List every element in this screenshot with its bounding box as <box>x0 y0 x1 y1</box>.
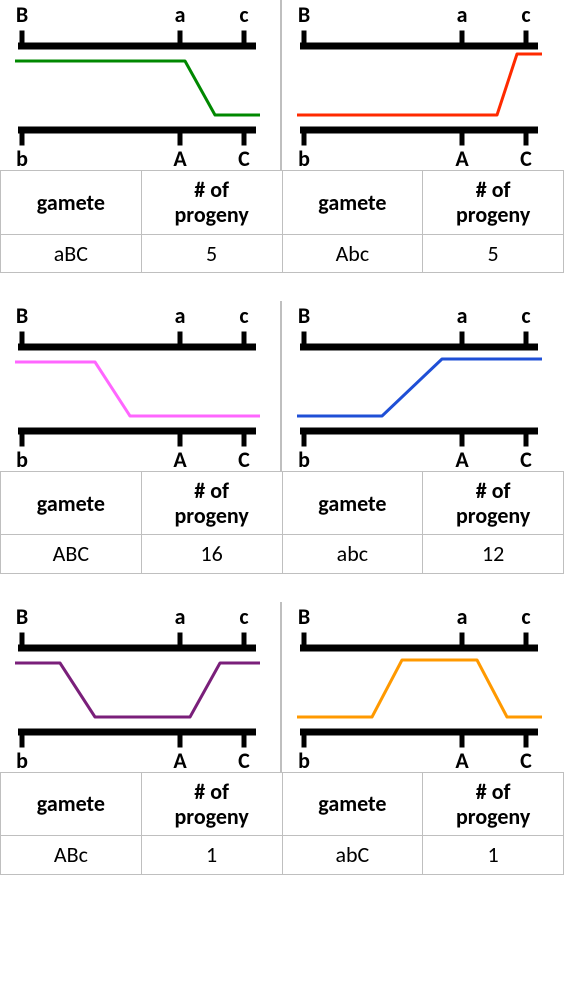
header-gamete: gamete <box>1 772 142 836</box>
locus-bottom-label: A <box>173 446 187 471</box>
header-gamete: gamete <box>282 471 423 535</box>
locus-bottom-label: C <box>238 446 250 471</box>
crossover-block: BacbACBacbACgamete# ofprogenygamete# ofp… <box>0 0 564 273</box>
diagram-left: Ba c b A C <box>0 301 282 471</box>
locus-top-label: c <box>521 1 530 28</box>
locus-bottom-label: A <box>455 446 469 471</box>
header-progeny: # ofprogeny <box>423 171 564 235</box>
diagram-left: Ba c b A C <box>0 0 282 170</box>
locus-top-label: a <box>175 603 186 630</box>
gamete-cell: ABc <box>1 836 142 874</box>
crossover-block: BacbACBacbACgamete# ofprogenygamete# ofp… <box>0 602 564 875</box>
diagram-right: Ba c b A C <box>282 301 564 471</box>
header-progeny: # ofprogeny <box>141 171 282 235</box>
header-gamete: gamete <box>282 171 423 235</box>
locus-top-label: B <box>16 1 28 28</box>
locus-bottom-label: A <box>455 145 469 170</box>
progeny-cell: 5 <box>141 234 282 272</box>
locus-bottom-label: C <box>520 747 532 772</box>
header-progeny: # ofprogeny <box>423 471 564 535</box>
locus-bottom-label: C <box>238 747 250 772</box>
gamete-cell: ABC <box>1 535 142 573</box>
locus-bottom-label: b <box>16 446 28 471</box>
locus-bottom-label: b <box>298 747 310 772</box>
locus-bottom-label: C <box>238 145 250 170</box>
locus-top-label: c <box>239 603 248 630</box>
diagram-right: Ba c b A C <box>282 602 564 772</box>
locus-top-label: B <box>298 302 310 329</box>
progeny-cell: 1 <box>423 836 564 874</box>
locus-top-label: c <box>239 1 248 28</box>
progeny-table: gamete# ofprogenygamete# ofprogenyABc1ab… <box>0 772 564 875</box>
gamete-cell: abC <box>282 836 423 874</box>
header-gamete: gamete <box>1 471 142 535</box>
gamete-cell: abc <box>282 535 423 573</box>
header-gamete: gamete <box>282 772 423 836</box>
progeny-cell: 12 <box>423 535 564 573</box>
gamete-cell: aBC <box>1 234 142 272</box>
locus-bottom-label: b <box>298 446 310 471</box>
header-progeny: # ofprogeny <box>423 772 564 836</box>
locus-bottom-label: C <box>520 446 532 471</box>
locus-top-label: a <box>457 603 468 630</box>
locus-top-label: c <box>239 302 248 329</box>
locus-bottom-label: b <box>16 145 28 170</box>
diagram-right: Ba c b A C <box>282 0 564 170</box>
locus-top-label: c <box>521 603 530 630</box>
locus-top-label: a <box>175 1 186 28</box>
progeny-table: gamete# ofprogenygamete# ofprogenyABC16a… <box>0 471 564 574</box>
diagram-left: Ba c b A C <box>0 602 282 772</box>
crossover-block: BacbACBacbACgamete# ofprogenygamete# ofp… <box>0 301 564 574</box>
locus-top-label: a <box>457 1 468 28</box>
locus-top-label: B <box>298 603 310 630</box>
gamete-cell: Abc <box>282 234 423 272</box>
locus-bottom-label: A <box>455 747 469 772</box>
locus-bottom-label: A <box>173 145 187 170</box>
locus-top-label: a <box>175 302 186 329</box>
locus-bottom-label: C <box>520 145 532 170</box>
header-gamete: gamete <box>1 171 142 235</box>
locus-bottom-label: A <box>173 747 187 772</box>
header-progeny: # ofprogeny <box>141 471 282 535</box>
progeny-table: gamete# ofprogenygamete# ofprogenyaBC5Ab… <box>0 170 564 273</box>
locus-bottom-label: b <box>16 747 28 772</box>
header-progeny: # ofprogeny <box>141 772 282 836</box>
progeny-cell: 1 <box>141 836 282 874</box>
progeny-cell: 5 <box>423 234 564 272</box>
progeny-cell: 16 <box>141 535 282 573</box>
locus-top-label: B <box>16 302 28 329</box>
locus-top-label: B <box>298 1 310 28</box>
locus-bottom-label: b <box>298 145 310 170</box>
locus-top-label: c <box>521 302 530 329</box>
locus-top-label: a <box>457 302 468 329</box>
locus-top-label: B <box>16 603 28 630</box>
